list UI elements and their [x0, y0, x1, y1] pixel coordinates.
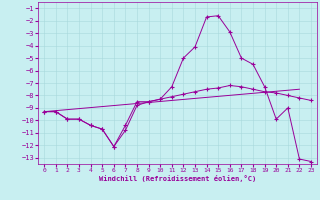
X-axis label: Windchill (Refroidissement éolien,°C): Windchill (Refroidissement éolien,°C) [99, 175, 256, 182]
